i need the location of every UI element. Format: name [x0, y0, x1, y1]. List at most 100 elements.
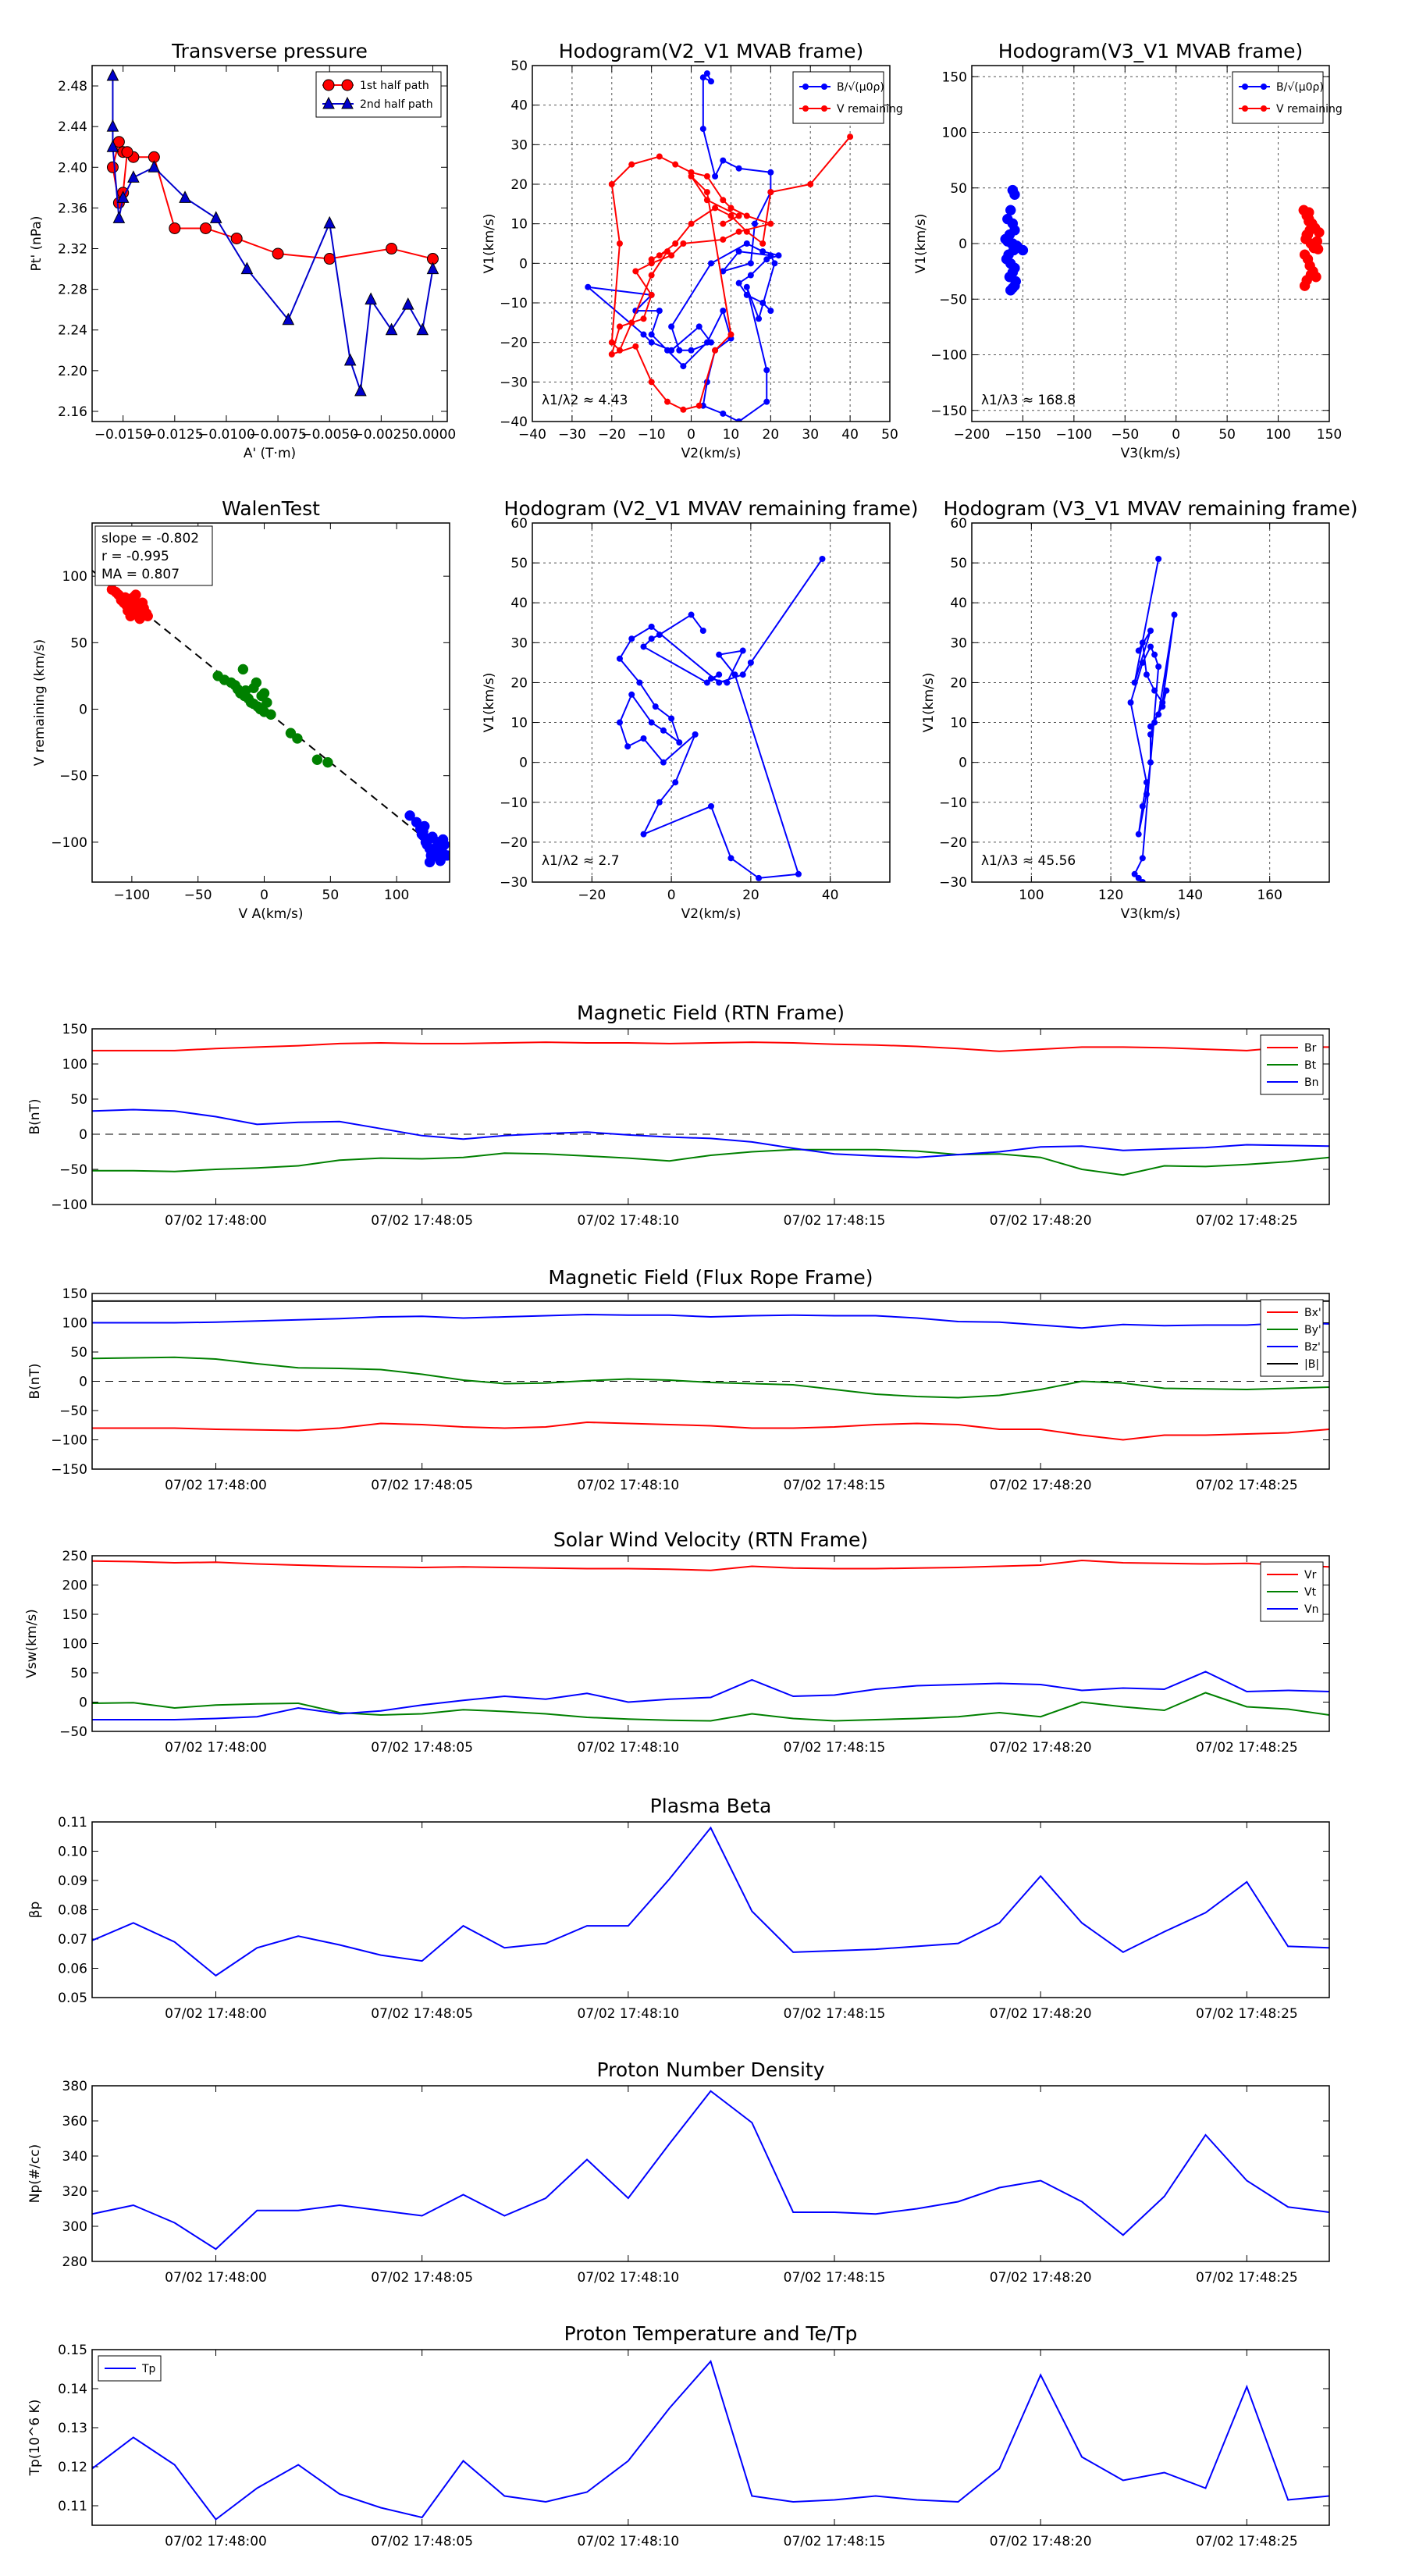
x-tick-label: 07/02 17:48:05	[371, 1213, 473, 1229]
legend-label: Bn	[1304, 1076, 1318, 1089]
y-tick-label: −20	[500, 835, 528, 851]
y-tick-label: 0	[79, 1375, 87, 1390]
data-point	[240, 262, 254, 275]
y-tick-label: 50	[70, 1092, 87, 1108]
y-tick-label: 40	[950, 596, 967, 611]
series-line-Vn	[92, 1670, 1329, 1720]
x-tick-label: 07/02 17:48:00	[165, 1740, 267, 1756]
y-tick-label: 0	[79, 703, 87, 718]
data-point	[720, 220, 727, 227]
y-axis-label: B(nT)	[27, 1098, 43, 1134]
data-point	[311, 754, 323, 766]
data-point	[672, 161, 679, 168]
y-tick-label: −100	[51, 1433, 87, 1449]
data-point	[1147, 723, 1154, 730]
y-axis-label: V1(km/s)	[921, 673, 937, 733]
legend-marker	[1261, 105, 1267, 112]
y-tick-label: 250	[62, 1549, 87, 1564]
data-point	[699, 126, 706, 133]
y-tick-label: 0.08	[58, 1903, 87, 1919]
plot-area	[92, 1300, 1329, 1441]
y-tick-label: 2.36	[58, 201, 87, 216]
y-tick-label: 10	[950, 716, 967, 731]
x-tick-label: 07/02 17:48:25	[1196, 2006, 1298, 2022]
data-point	[712, 173, 719, 180]
series-line-Vr	[92, 1559, 1329, 1571]
data-point	[688, 347, 695, 354]
x-tick-label: 07/02 17:48:15	[784, 2534, 886, 2549]
data-point	[724, 679, 731, 686]
x-tick-label: 07/02 17:48:00	[165, 2006, 267, 2022]
data-point	[735, 248, 742, 255]
y-tick-label: 2.28	[58, 283, 87, 298]
data-point	[265, 709, 276, 720]
legend-marker	[821, 105, 827, 112]
data-point	[628, 635, 635, 642]
data-point	[1147, 643, 1154, 650]
data-point	[660, 727, 667, 734]
x-tick-label: 07/02 17:48:15	[784, 2006, 886, 2022]
data-point	[179, 190, 191, 203]
data-point	[616, 655, 623, 662]
data-point	[807, 181, 814, 187]
data-point	[121, 146, 133, 158]
y-axis-label: Np(#/cc)	[27, 2144, 43, 2203]
series-line-Tp	[92, 2359, 1329, 2521]
legend-box	[1260, 1034, 1324, 1095]
series-line-By'	[92, 1356, 1329, 1399]
x-tick-label: 07/02 17:48:25	[1196, 1740, 1298, 1756]
plot-frame	[91, 1555, 1330, 1732]
data-point	[767, 220, 774, 227]
data-point	[628, 319, 635, 326]
data-point	[720, 197, 727, 204]
x-axis-label: V A(km/s)	[239, 906, 304, 922]
y-tick-label: 150	[62, 1286, 87, 1302]
legend-label: Bz'	[1304, 1341, 1321, 1354]
data-point	[759, 240, 767, 247]
data-point	[727, 331, 735, 338]
legend-marker	[802, 84, 809, 90]
data-point	[708, 260, 714, 267]
data-point	[756, 315, 763, 322]
data-point	[656, 308, 663, 315]
data-point	[416, 828, 428, 840]
y-tick-label: −100	[930, 348, 967, 364]
chart-12: Proton Temperature and Te/Tp 07/02 17:48:…	[27, 2322, 1330, 2549]
plot-frame	[532, 65, 891, 422]
y-axis-label: V remaining (km/s)	[32, 639, 48, 767]
data-point	[106, 119, 119, 132]
x-tick-label: 0	[260, 888, 269, 903]
y-tick-label: 0.07	[58, 1932, 87, 1948]
legend-label: B/√(μ0ρ)	[1276, 81, 1324, 94]
y-tick-label: 200	[62, 1578, 87, 1594]
y-tick-label: −50	[59, 1404, 87, 1419]
x-tick-label: 40	[841, 427, 859, 443]
data-point	[703, 70, 710, 77]
data-point	[1131, 870, 1138, 877]
data-point	[365, 292, 377, 305]
data-point	[1155, 556, 1162, 562]
x-tick-label: 0	[1172, 427, 1180, 443]
data-point	[716, 671, 723, 678]
x-axis-label: V3(km/s)	[1121, 446, 1181, 461]
data-point	[640, 315, 647, 322]
data-point	[735, 212, 742, 219]
data-point	[763, 398, 770, 405]
y-axis-label: βp	[27, 1902, 43, 1919]
data-point	[282, 312, 295, 326]
data-point	[648, 719, 655, 726]
data-point	[688, 220, 695, 227]
data-point	[668, 715, 675, 722]
data-point	[169, 222, 181, 234]
data-point	[735, 418, 742, 422]
legend-label: V remaining	[1276, 103, 1343, 116]
y-axis-label: V1(km/s)	[482, 673, 497, 733]
x-tick-label: 100	[1265, 427, 1290, 443]
data-point	[1127, 699, 1134, 706]
x-tick-label: 120	[1098, 888, 1123, 903]
plot-area	[92, 1826, 1329, 1977]
series-line-Bz'	[92, 1313, 1329, 1329]
x-tick-label: 150	[1317, 427, 1342, 443]
data-point	[1147, 731, 1154, 738]
data-point	[106, 68, 119, 81]
